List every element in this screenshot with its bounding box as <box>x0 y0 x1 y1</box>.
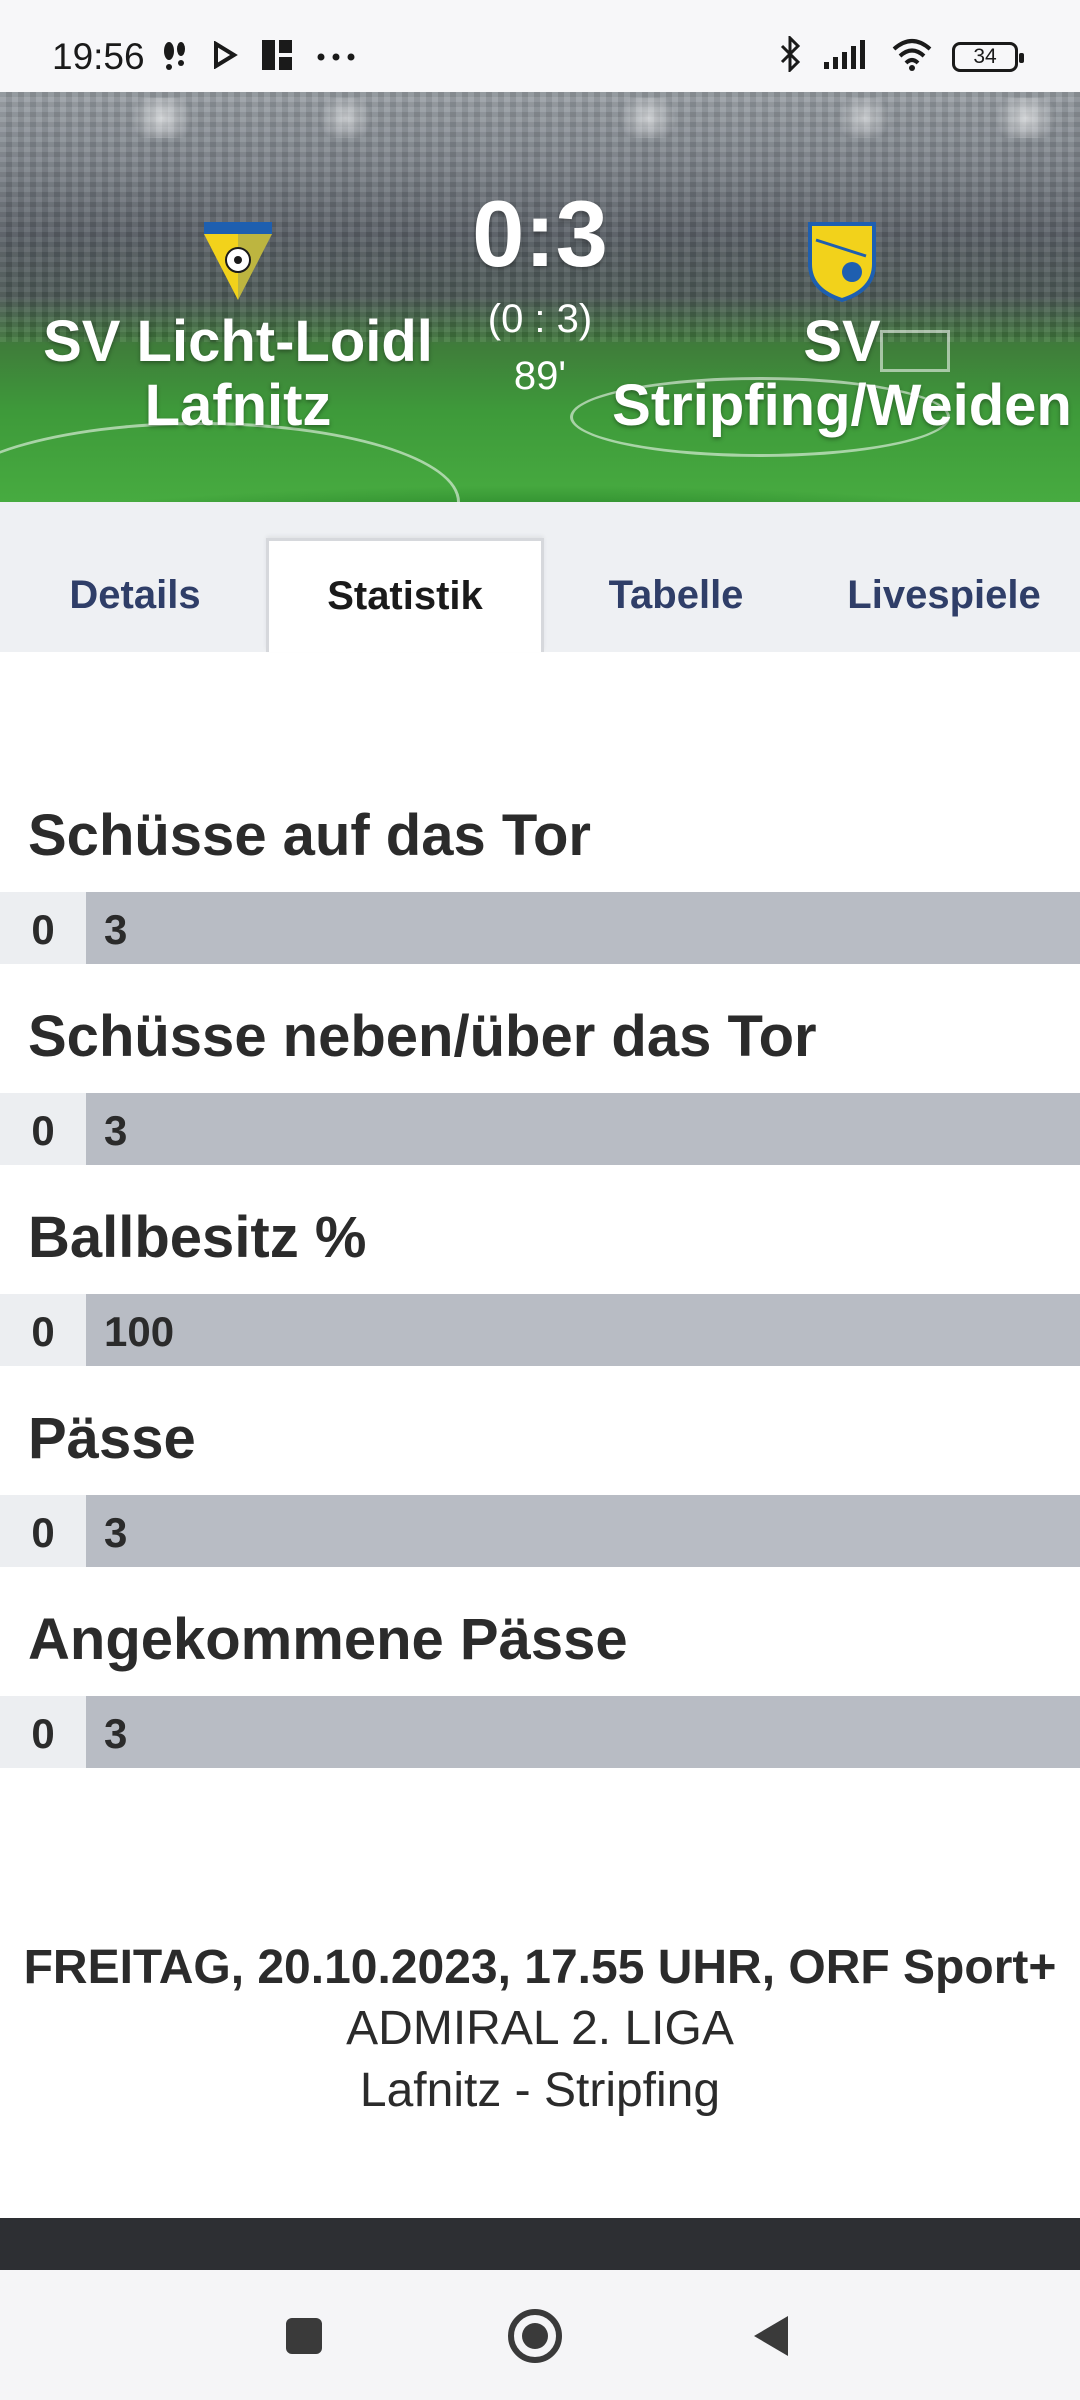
match-score: 0:3 <box>472 181 608 286</box>
tab-statistik[interactable]: Statistik <box>266 538 544 652</box>
stat-bar: 0 100 <box>0 1294 1080 1366</box>
away-value: 3 <box>104 1710 128 1757</box>
tab-livespiele[interactable]: Livespiele <box>847 572 1041 617</box>
stat-bar: 0 3 <box>0 892 1080 964</box>
stat-title: Schüsse auf das Tor <box>28 803 591 868</box>
status-time: 19:56 <box>52 36 145 77</box>
home-value: 0 <box>31 1710 55 1757</box>
notification-icon <box>160 39 190 76</box>
home-icon[interactable] <box>505 2306 565 2366</box>
away-value: 3 <box>104 1509 128 1556</box>
wifi-icon <box>890 37 934 76</box>
stat-passes: Pässe 0 3 <box>0 1405 1080 1567</box>
stat-completed-passes: Angekommene Pässe 0 3 <box>0 1606 1080 1768</box>
home-value: 0 <box>31 906 55 953</box>
recent-apps-icon[interactable] <box>274 2306 334 2366</box>
away-value: 3 <box>104 906 128 953</box>
back-icon[interactable] <box>740 2306 800 2366</box>
status-right-icons: 34 <box>778 34 1024 77</box>
bottom-divider <box>0 2218 1080 2270</box>
away-bar-fill: 100 <box>86 1294 1080 1366</box>
goal-post <box>880 330 950 372</box>
away-team-name: SV Stripfing/Weiden <box>612 309 1072 438</box>
home-team-name: SV Licht-Loidl Lafnitz <box>43 309 433 438</box>
battery-indicator: 34 <box>952 41 1024 72</box>
home-value: 0 <box>31 1107 55 1154</box>
match-info: FREITAG, 20.10.2023, 17.55 UHR, ORF Spor… <box>0 1938 1080 2122</box>
tab-details[interactable]: Details <box>69 572 201 617</box>
bluetooth-icon <box>778 34 804 77</box>
stat-shots-on-target: Schüsse auf das Tor 0 3 <box>0 802 1080 964</box>
status-left-icons <box>160 38 356 77</box>
match-minute: 89' <box>513 354 567 398</box>
away-team-logo-icon <box>806 220 878 303</box>
stat-title: Angekommene Pässe <box>28 1607 628 1672</box>
match-date: FREITAG, 20.10.2023, 17.55 UHR, ORF Spor… <box>23 1941 1057 1994</box>
away-bar-fill: 3 <box>86 1495 1080 1567</box>
stat-bar: 0 3 <box>0 1495 1080 1567</box>
away-value: 100 <box>104 1308 175 1355</box>
away-bar-fill: 3 <box>86 892 1080 964</box>
away-bar-fill: 3 <box>86 1093 1080 1165</box>
away-value: 3 <box>104 1107 128 1154</box>
home-value: 0 <box>31 1509 55 1556</box>
status-bar: 19:56 34 <box>0 0 1080 92</box>
stat-title: Schüsse neben/über das Tor <box>28 1004 817 1069</box>
stat-title: Pässe <box>28 1406 196 1471</box>
match-league: ADMIRAL 2. LIGA <box>346 2002 734 2055</box>
stat-shots-off-target: Schüsse neben/über das Tor 0 3 <box>0 1003 1080 1165</box>
away-bar-fill: 3 <box>86 1696 1080 1768</box>
play-icon <box>212 40 238 74</box>
more-icon <box>316 49 356 67</box>
pitch-line <box>570 377 950 457</box>
halftime-score: (0 : 3) <box>487 297 593 341</box>
stat-title: Ballbesitz % <box>28 1205 367 1270</box>
stat-bar: 0 3 <box>0 1696 1080 1768</box>
stat-bar: 0 3 <box>0 1093 1080 1165</box>
match-header: SV Licht-Loidl Lafnitz 0:3 (0 : 3) 89' S… <box>0 92 1080 502</box>
home-value: 0 <box>31 1308 55 1355</box>
tab-tabelle[interactable]: Tabelle <box>608 572 744 617</box>
home-team-logo-icon <box>202 220 274 302</box>
signal-icon <box>822 38 872 75</box>
system-nav-bar <box>0 2270 1080 2400</box>
match-teams: Lafnitz - Stripfing <box>359 2064 721 2117</box>
stat-possession: Ballbesitz % 0 100 <box>0 1204 1080 1366</box>
tab-bar: Details Statistik Tabelle Livespiele <box>0 502 1080 652</box>
app-icon <box>260 38 294 77</box>
stadium-lights <box>0 98 1080 138</box>
